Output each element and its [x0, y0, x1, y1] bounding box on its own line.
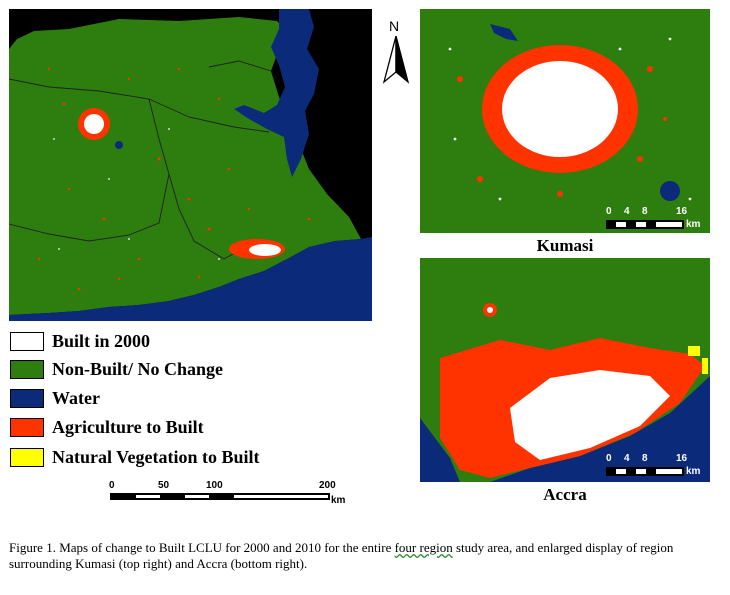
kumasi-scale-tick: 4 — [624, 206, 630, 217]
lake-volta — [234, 9, 319, 177]
kumasi-scale-tick: 16 — [676, 206, 688, 217]
scattered-settlements — [37, 67, 311, 291]
kumasi-inset-svg — [420, 9, 710, 233]
legend-label: Agriculture to Built — [52, 416, 204, 437]
kumasi-built-2000 — [84, 114, 104, 134]
main-scale-unit: km — [331, 495, 346, 506]
region-boundary — [148, 98, 250, 260]
accra-scale-tick: 16 — [676, 453, 688, 464]
main-scalebar: 0 50 100 200 km — [105, 480, 355, 510]
caption-text-squiggle: four region — [394, 540, 453, 555]
north-label: N — [389, 18, 400, 34]
scattered-built-2000 — [53, 128, 220, 260]
north-arrow-icon — [382, 36, 410, 84]
main-scale-tick: 0 — [109, 480, 115, 491]
legend-label: Non-Built/ No Change — [52, 358, 224, 379]
region-boundary — [9, 173, 170, 242]
legend-label: Water — [52, 387, 100, 408]
main-map-svg — [9, 9, 372, 321]
legend-swatch — [10, 447, 44, 467]
legend-swatch — [10, 388, 44, 408]
accra-inset-map: 0 4 8 16 km — [420, 258, 710, 482]
accra-title: Accra — [543, 485, 587, 504]
legend-swatch — [10, 417, 44, 437]
legend-label: Built in 2000 — [52, 330, 151, 351]
region-boundary — [208, 60, 272, 72]
legend-swatch — [10, 359, 44, 379]
land-area — [9, 17, 361, 315]
legend-item-built-2000: Built in 2000 — [10, 330, 150, 352]
legend-item-water: Water — [10, 387, 100, 409]
legend-swatch — [10, 331, 44, 351]
kumasi-inset-map: 0 4 8 16 km — [420, 9, 710, 233]
legend-item-natural-vegetation-to-built: Natural Vegetation to Built — [10, 446, 260, 468]
accra-scale-unit: km — [686, 466, 701, 477]
main-scale-tick: 200 — [319, 480, 336, 491]
accra-scalebar-bar — [606, 467, 684, 476]
kumasi-title: Kumasi — [536, 236, 594, 255]
accra-inset-svg — [420, 258, 710, 482]
kumasi-scalebar-bar — [606, 220, 684, 229]
ocean — [9, 237, 372, 321]
kumasi-scale-tick: 0 — [606, 206, 612, 217]
accra-scale-tick: 4 — [624, 453, 630, 464]
north-arrow: N — [380, 18, 412, 88]
lake-bosomtwe — [115, 141, 123, 149]
legend-item-non-built: Non-Built/ No Change — [10, 358, 223, 380]
accra-scale-tick: 0 — [606, 453, 612, 464]
caption-text-end: study area, and enlarged display of regi… — [9, 540, 674, 571]
caption-text-start: Figure 1. Maps of change to Built LCLU f… — [9, 540, 395, 555]
kumasi-scale-unit: km — [686, 219, 701, 230]
main-scale-tick: 50 — [158, 480, 170, 491]
accra-scale-tick: 8 — [642, 453, 648, 464]
main-map — [9, 9, 372, 321]
main-scalebar-bar — [110, 493, 330, 500]
main-scale-tick: 100 — [206, 480, 223, 491]
legend-item-agriculture-to-built: Agriculture to Built — [10, 416, 204, 438]
accra-built-2000 — [249, 244, 281, 256]
kumasi-scale-tick: 8 — [642, 206, 648, 217]
figure-caption: Figure 1. Maps of change to Built LCLU f… — [9, 540, 709, 572]
legend-label: Natural Vegetation to Built — [52, 446, 260, 467]
